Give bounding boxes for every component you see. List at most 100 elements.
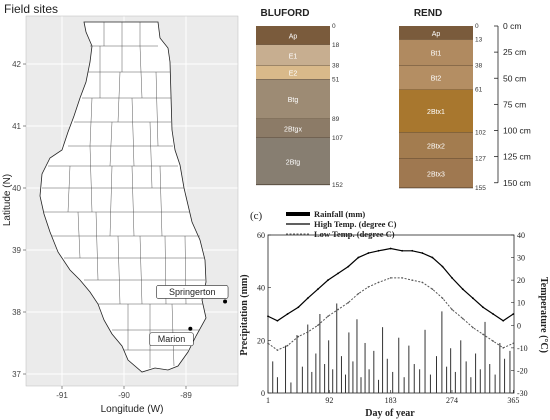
high-temp-point [316, 288, 319, 291]
map-ytick-label: 42 [12, 60, 21, 69]
high-temp-point [327, 279, 329, 282]
map-ytick-label: 37 [12, 370, 21, 379]
chart-xlabel: Day of year [365, 408, 415, 419]
high-temp-point [347, 265, 350, 268]
map-xtick-label: -91 [56, 391, 68, 400]
depth-axis-label: 25 cm [503, 47, 526, 57]
depth-axis-label: 75 cm [503, 99, 526, 109]
depth-label: 38 [332, 63, 340, 70]
low-temp-point [367, 286, 370, 288]
depth-label: 102 [475, 130, 486, 137]
depth-label: 38 [475, 63, 483, 70]
map-ytick-label: 40 [12, 184, 21, 193]
horizon-label: E1 [289, 53, 298, 60]
low-temp-point [306, 331, 309, 333]
low-temp-point [337, 308, 339, 311]
depth-axis-label: 125 cm [503, 152, 531, 162]
low-temp-point [267, 342, 269, 345]
high-temp-point [297, 306, 300, 309]
soil-horizon [399, 26, 473, 40]
depth-label: 61 [475, 87, 483, 94]
ytick-right-label: 0 [517, 321, 521, 330]
ytick-right-label: -10 [517, 344, 528, 353]
depth-label: 0 [332, 23, 336, 30]
high-temp-point [411, 249, 414, 252]
depth-label: 155 [475, 185, 486, 192]
horizon-label: Bt2 [431, 76, 442, 83]
ytick-left-label: 20 [257, 336, 265, 345]
depth-label: 127 [475, 156, 486, 163]
map-ytick-label: 38 [12, 308, 21, 317]
high-temp-point [502, 319, 505, 322]
high-temp-point [401, 249, 404, 252]
map-axis-ticks: -91-90-89-88424140393837 [12, 60, 192, 400]
ytick-left-label: 40 [257, 284, 265, 293]
soil-horizon [399, 132, 473, 159]
low-temp-point [347, 301, 350, 304]
high-temp-point [377, 249, 380, 252]
xtick-label: 1 [266, 396, 270, 405]
high-temp-point [482, 306, 484, 309]
map-ytick-label: 39 [12, 246, 21, 255]
map-ylabel: Latitude (N) [2, 174, 13, 226]
low-temp-point [512, 342, 515, 345]
site-marker [223, 299, 228, 304]
map-panel-frame [25, 15, 239, 387]
map-xtick-label: -90 [118, 391, 130, 400]
low-temp-point [357, 292, 360, 295]
soil-horizon [256, 119, 330, 138]
map-xlabel: Longitude (W) [101, 404, 164, 415]
site-label-box [149, 332, 194, 347]
depth-label: 18 [332, 42, 340, 49]
depth-axis-label: 150 cm [503, 178, 531, 188]
soil-horizon [399, 65, 473, 90]
soil-horizon [256, 79, 330, 120]
depth-label: 51 [332, 76, 340, 83]
high-temp-point [306, 297, 309, 300]
horizon-label: E2 [289, 71, 298, 78]
map-ytick-label: 41 [12, 122, 21, 131]
low-temp-point [327, 315, 329, 318]
low-temp-point [377, 281, 380, 284]
ytick-right-label: -30 [517, 389, 528, 398]
low-temp-point [421, 281, 424, 284]
site-marker [188, 326, 193, 331]
soil-horizon [256, 137, 330, 185]
low-temp-point [411, 279, 414, 281]
high-temp-point [512, 313, 515, 315]
low-temp-point [461, 317, 464, 320]
high-temp-point [357, 256, 360, 259]
ytick-right-label: 10 [517, 299, 525, 308]
horizon-label: 2Btgx [284, 126, 302, 133]
soil-horizon [399, 89, 473, 133]
high-temp-point [286, 313, 289, 315]
county-boundaries [42, 22, 205, 368]
high-temp-point [451, 276, 453, 279]
ytick-right-label: 40 [517, 231, 525, 240]
high-temp-point [421, 252, 424, 254]
horizon-label: 2Btg [286, 159, 301, 166]
high-temp-point [367, 252, 370, 254]
chart-ylabel-right: Temperature (°C) [538, 277, 549, 353]
high-temp-point [492, 313, 495, 315]
horizon-label: 2Btx3 [427, 171, 445, 178]
depth-label: 13 [475, 37, 483, 44]
panel-label: (c) [250, 210, 263, 222]
low-temp-point [451, 308, 453, 311]
high-temp-point [431, 256, 434, 259]
low-temp-point [431, 288, 434, 290]
horizon-label: Bt1 [431, 51, 442, 58]
soil-horizon [256, 44, 330, 66]
low-temp-point [472, 326, 474, 329]
site-label: Marion [158, 334, 186, 344]
high-temp-point [471, 297, 474, 300]
high-temp-line [267, 247, 514, 322]
depth-axis-label: 50 cm [503, 73, 526, 83]
xtick-label: 183 [385, 396, 397, 405]
low-temp-point [389, 277, 392, 279]
low-temp-point [276, 349, 279, 351]
xtick-label: 274 [446, 396, 458, 405]
high-temp-point [389, 247, 392, 250]
depth-label: 152 [332, 182, 343, 189]
